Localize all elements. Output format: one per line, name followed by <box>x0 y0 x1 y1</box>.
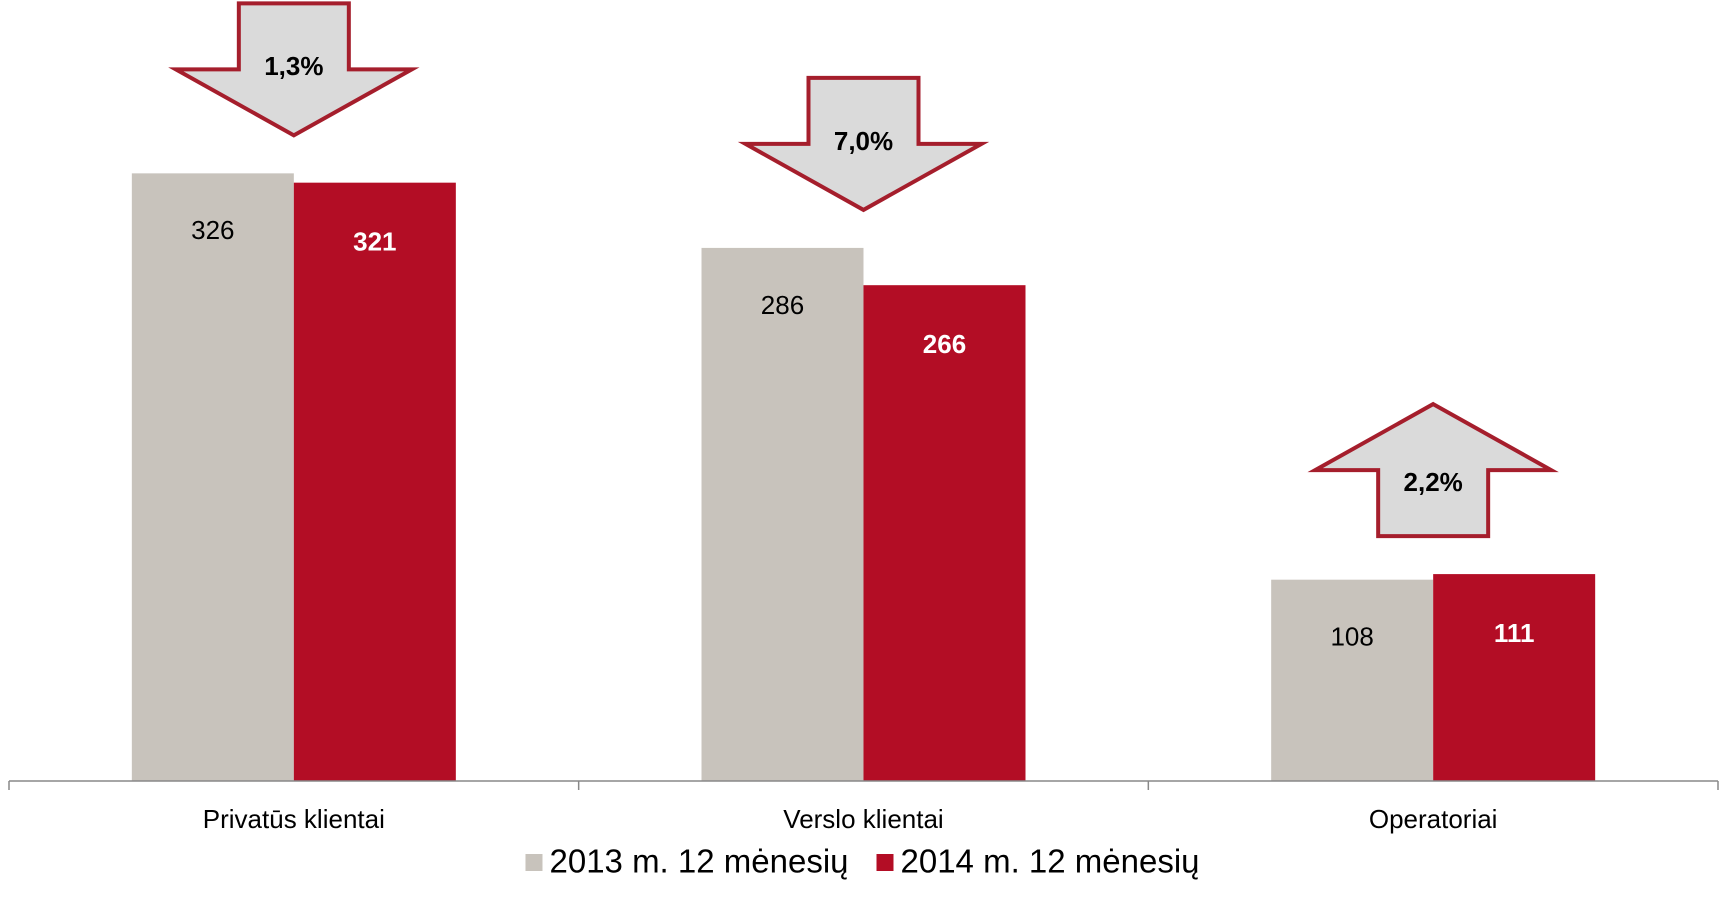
change-label: 1,3% <box>264 51 323 81</box>
legend-label: 2013 m. 12 mėnesių <box>549 843 848 880</box>
value-label: 286 <box>761 290 804 320</box>
value-label: 108 <box>1330 622 1373 652</box>
bar <box>1271 579 1434 781</box>
change-arrow <box>737 75 990 213</box>
x-tick-label: Verslo klientai <box>783 804 943 834</box>
legend-label: 2014 m. 12 mėnesių <box>901 843 1200 880</box>
change-arrow <box>1307 401 1559 539</box>
bar <box>1433 574 1596 781</box>
bar <box>863 285 1026 781</box>
legend-swatch <box>525 854 543 871</box>
bar <box>701 247 864 781</box>
x-tick-label: Privatūs klientai <box>203 804 385 834</box>
change-label: 2,2% <box>1404 467 1463 497</box>
bar <box>131 173 294 781</box>
legend-swatch <box>876 854 894 871</box>
value-label: 321 <box>353 227 396 257</box>
change-arrow <box>168 1 420 138</box>
change-label: 7,0% <box>834 126 893 156</box>
value-label: 326 <box>191 215 234 245</box>
bar <box>293 182 456 781</box>
x-tick-label: Operatoriai <box>1369 804 1498 834</box>
value-label: 111 <box>1494 618 1535 648</box>
value-label: 266 <box>923 329 966 359</box>
